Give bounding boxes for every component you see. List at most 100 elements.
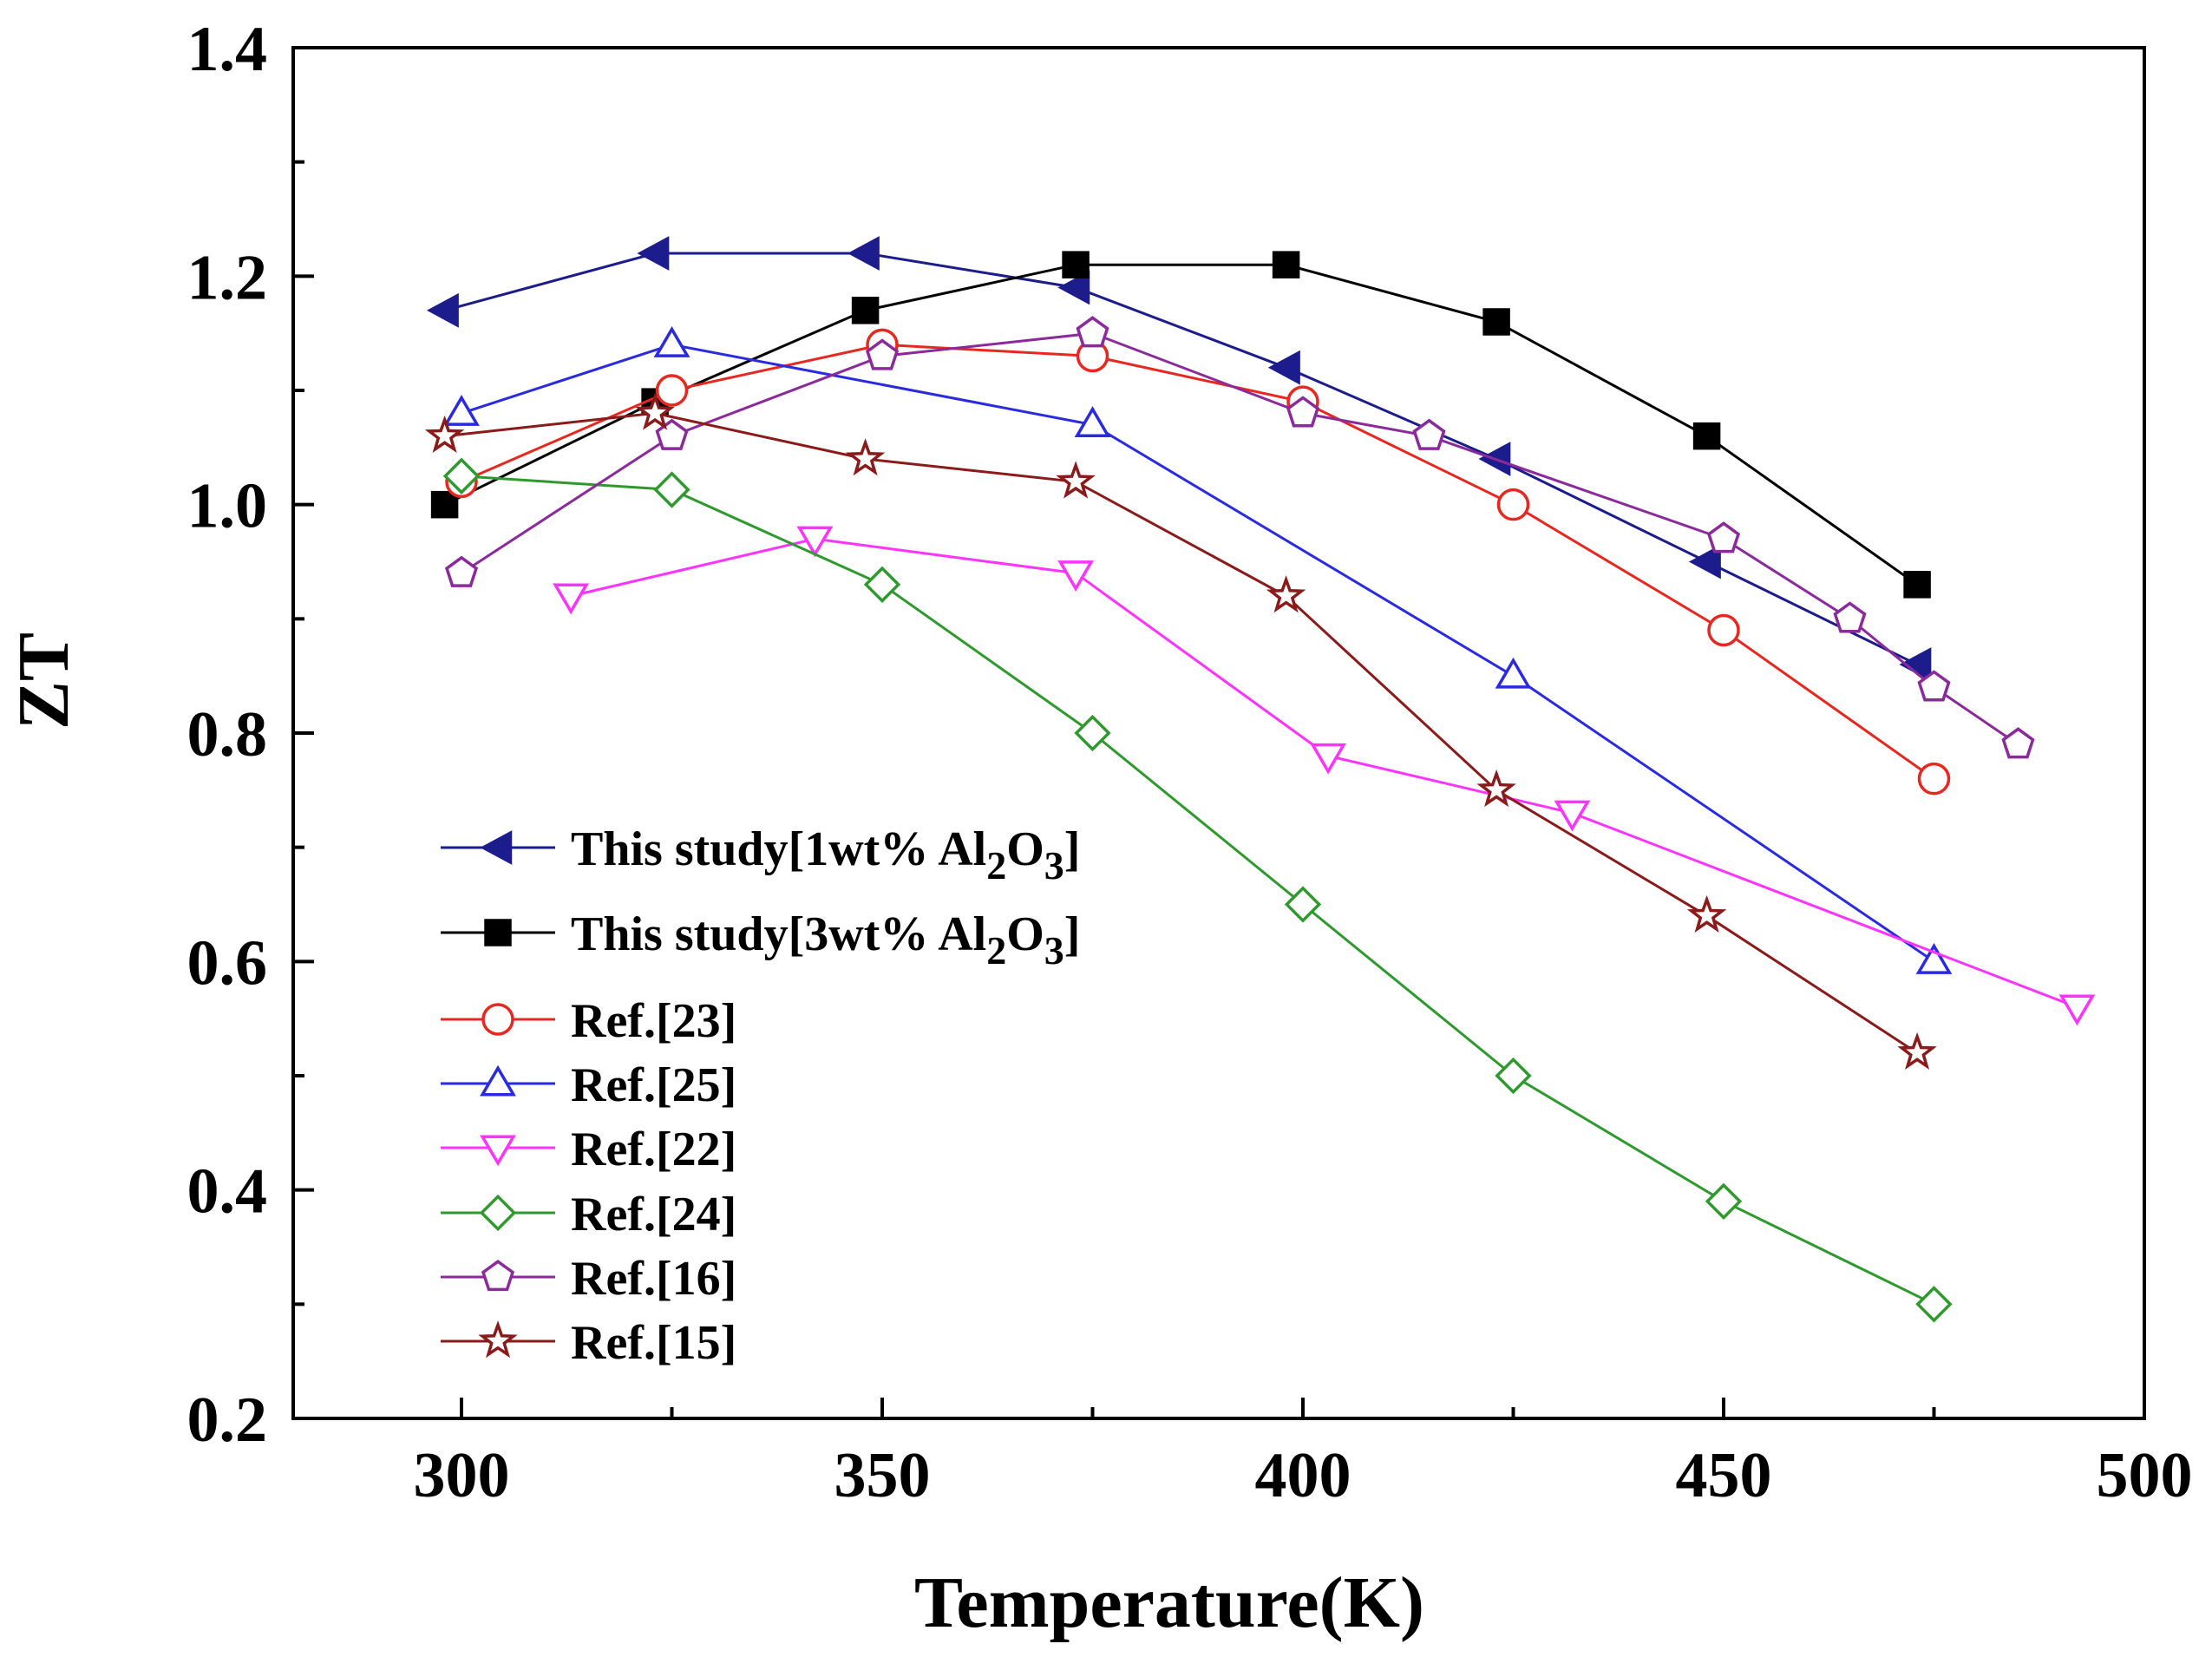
series-line xyxy=(444,411,1918,1054)
legend-swatch-marker xyxy=(484,919,512,946)
legend-swatch-marker xyxy=(481,1260,515,1292)
series-line xyxy=(570,537,2078,1009)
series-6 xyxy=(442,457,1953,1323)
data-point xyxy=(1692,422,1721,450)
legend-label: Ref.[22] xyxy=(571,1123,736,1176)
x-tick-label: 400 xyxy=(1255,1440,1351,1511)
legend-entry: This study[1wt% Al2O3] xyxy=(441,822,1080,887)
legend-entry: Ref.[22] xyxy=(441,1123,736,1176)
series-2 xyxy=(430,251,1931,599)
legend-entry: This study[3wt% Al2O3] xyxy=(441,907,1080,973)
x-axis-label: Temperature(K) xyxy=(914,1562,1424,1643)
legend-swatch-marker xyxy=(480,1064,516,1097)
data-point xyxy=(443,395,480,426)
legend-label: Ref.[23] xyxy=(571,994,736,1048)
y-tick-label: 1.0 xyxy=(187,471,268,542)
data-point xyxy=(845,438,886,476)
data-point xyxy=(635,392,675,430)
legend-entry: Ref.[16] xyxy=(441,1252,736,1306)
data-point xyxy=(1496,488,1530,521)
data-point xyxy=(1074,714,1111,752)
series-line xyxy=(444,252,1918,666)
y-tick-label: 1.2 xyxy=(187,242,268,313)
data-point xyxy=(1057,270,1090,305)
data-point xyxy=(1286,396,1320,428)
data-point xyxy=(426,292,459,328)
data-point xyxy=(1915,1286,1953,1323)
data-point xyxy=(653,471,690,508)
legend-entry: Ref.[25] xyxy=(441,1058,736,1112)
legend-label: Ref.[25] xyxy=(571,1058,736,1112)
y-tick-label: 0.6 xyxy=(187,927,268,999)
series-5 xyxy=(553,526,2096,1026)
series-3 xyxy=(445,328,1951,796)
series-1 xyxy=(426,236,1932,682)
data-point xyxy=(1686,894,1727,933)
legend-label: Ref.[16] xyxy=(571,1252,736,1306)
y-axis-label: ZT xyxy=(3,632,84,730)
legend-entry: Ref.[24] xyxy=(441,1188,736,1241)
data-point xyxy=(1688,544,1721,580)
series-line xyxy=(461,475,1935,1306)
data-point xyxy=(1833,601,1867,633)
data-point xyxy=(1706,521,1741,553)
data-point xyxy=(1412,418,1446,450)
data-point xyxy=(1476,769,1516,808)
legend-swatch-marker xyxy=(478,1320,518,1359)
y-tick-label: 0.2 xyxy=(187,1385,268,1456)
data-point xyxy=(1903,571,1931,599)
data-point xyxy=(653,326,690,357)
legend-swatch-marker xyxy=(479,1194,517,1232)
y-tick-label: 1.4 xyxy=(187,14,268,85)
data-point xyxy=(1056,461,1096,499)
data-point xyxy=(1272,251,1300,278)
data-point xyxy=(1495,657,1532,689)
data-point xyxy=(1057,560,1094,592)
data-point xyxy=(424,415,465,453)
legend-label: Ref.[24] xyxy=(571,1188,736,1241)
legend-swatch-marker xyxy=(480,830,513,865)
data-point xyxy=(2001,727,2035,759)
data-point xyxy=(1266,575,1306,613)
data-point xyxy=(553,583,589,615)
legend-swatch-marker xyxy=(481,1003,514,1036)
data-point xyxy=(1495,1057,1532,1095)
series-4 xyxy=(443,326,1953,974)
data-point xyxy=(655,374,689,407)
data-point xyxy=(1915,943,1953,974)
data-point xyxy=(1917,670,1951,702)
legend-swatch-marker xyxy=(480,1135,516,1167)
data-point xyxy=(1917,762,1951,796)
legend-label: This study[3wt% Al2O3] xyxy=(571,907,1080,973)
data-point xyxy=(637,236,670,271)
data-point xyxy=(796,526,834,558)
data-point xyxy=(1310,743,1346,775)
series-line xyxy=(461,331,2019,746)
legend-entry: Ref.[23] xyxy=(441,994,736,1048)
x-tick-label: 300 xyxy=(414,1440,510,1511)
data-point xyxy=(430,490,459,519)
legend-label: Ref.[15] xyxy=(571,1316,736,1370)
data-point xyxy=(2058,994,2096,1026)
series-layer xyxy=(424,236,2096,1323)
y-tick-label: 0.4 xyxy=(187,1156,268,1228)
data-point xyxy=(442,457,481,494)
data-point xyxy=(1267,350,1300,385)
legend-label: This study[1wt% Al2O3] xyxy=(571,822,1080,887)
data-point xyxy=(444,555,479,587)
data-point xyxy=(851,297,880,324)
data-point xyxy=(1062,251,1090,278)
axes-layer: 300 350 400 450 500 0.2 0.4 0.6 0.8 1.0 1.2 1.4 xyxy=(187,14,2193,1511)
legend-entry: Ref.[15] xyxy=(441,1316,736,1370)
legend: This study[1wt% Al2O3] This study[3wt% Al… xyxy=(441,822,1080,1370)
data-point xyxy=(1482,308,1510,336)
data-point xyxy=(865,338,900,370)
series-line xyxy=(461,343,1935,780)
data-point xyxy=(1707,613,1740,647)
data-point xyxy=(1284,886,1322,923)
data-point xyxy=(1897,1031,1937,1070)
data-point xyxy=(1074,406,1111,437)
series-8 xyxy=(424,392,1937,1070)
